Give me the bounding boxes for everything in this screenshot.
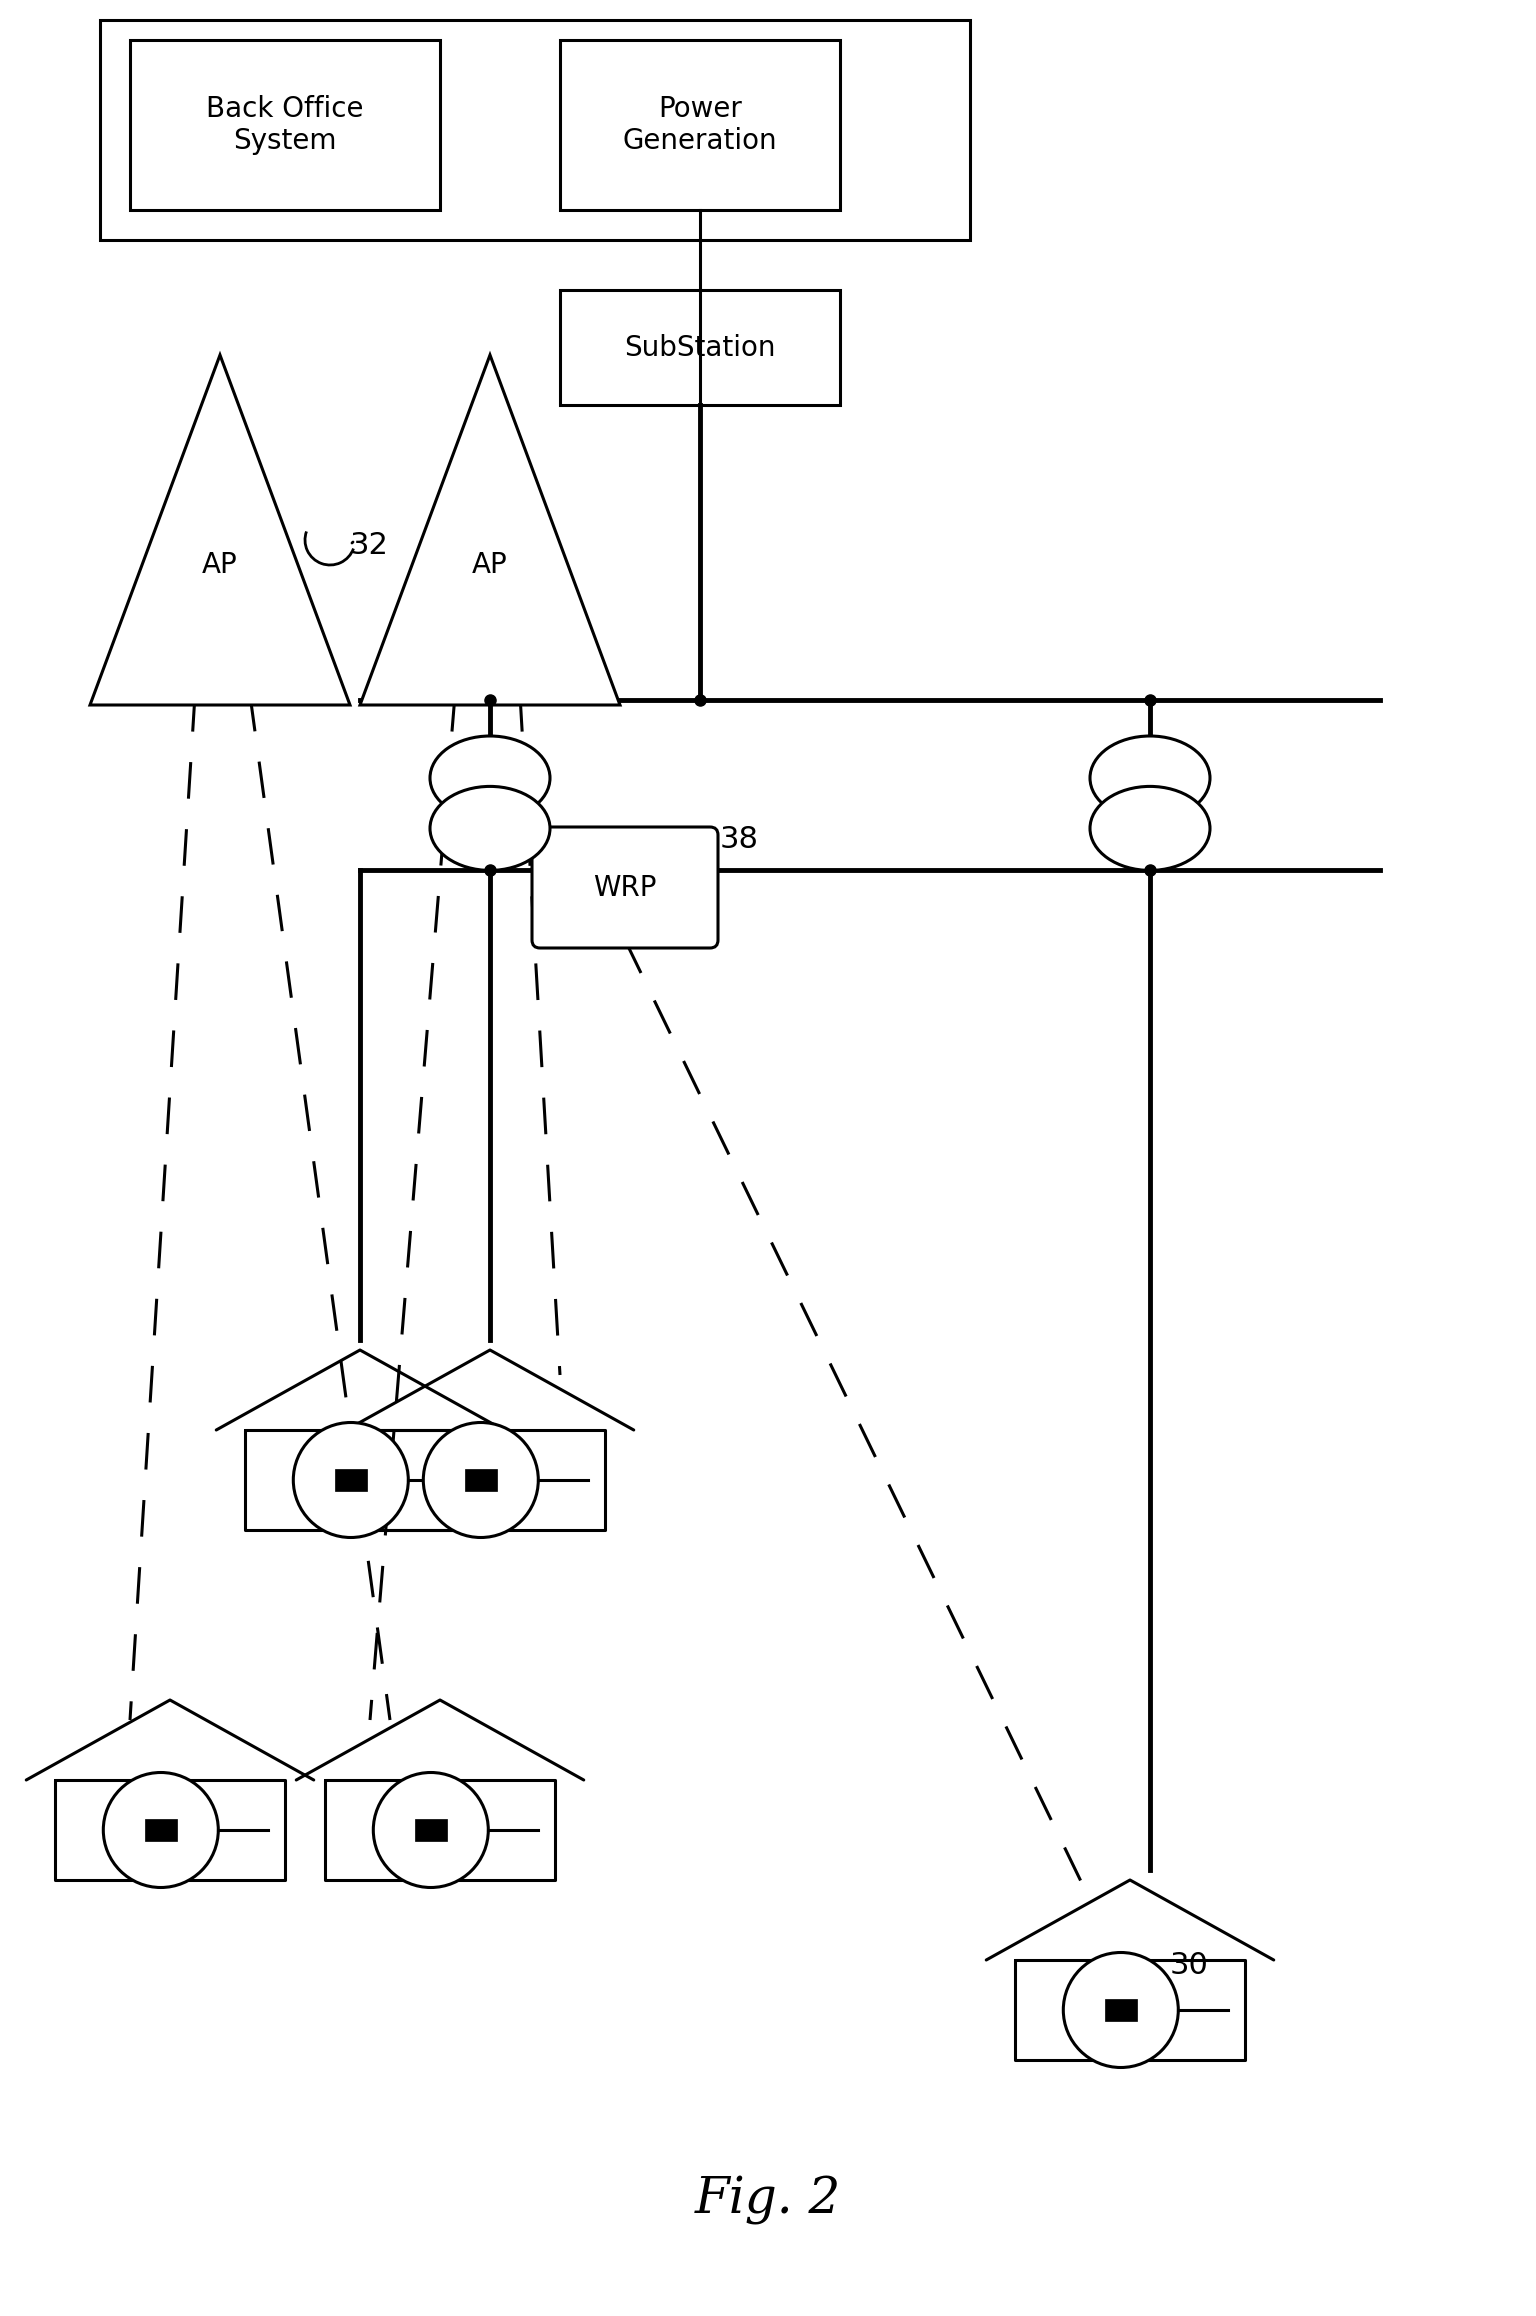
Text: 38: 38 (720, 824, 759, 855)
Bar (561, 290, 840, 405)
Text: 30: 30 (1170, 1950, 1209, 1980)
Circle shape (373, 1772, 488, 1888)
Ellipse shape (1091, 736, 1210, 820)
Text: WRP: WRP (593, 873, 657, 901)
Text: 32: 32 (350, 530, 389, 560)
Polygon shape (359, 354, 621, 704)
Circle shape (1063, 1952, 1178, 2068)
Polygon shape (91, 354, 350, 704)
Ellipse shape (430, 787, 550, 871)
Ellipse shape (1091, 787, 1210, 871)
Circle shape (293, 1422, 409, 1538)
Bar (561, 39, 840, 211)
Bar (144, 1818, 177, 1841)
Bar (335, 1468, 367, 1492)
Circle shape (103, 1772, 218, 1888)
Text: AP: AP (203, 551, 238, 579)
Ellipse shape (430, 736, 550, 820)
Bar (465, 1468, 496, 1492)
Circle shape (424, 1422, 538, 1538)
Text: Power
Generation: Power Generation (622, 95, 777, 155)
FancyBboxPatch shape (531, 827, 717, 947)
Bar (415, 1818, 447, 1841)
Bar (1104, 1999, 1137, 2022)
Text: Back Office
System: Back Office System (206, 95, 364, 155)
Text: AP: AP (472, 551, 508, 579)
Text: SubStation: SubStation (624, 334, 776, 361)
Text: Fig. 2: Fig. 2 (694, 2175, 842, 2226)
Bar (100, 21, 971, 241)
Bar (131, 39, 439, 211)
